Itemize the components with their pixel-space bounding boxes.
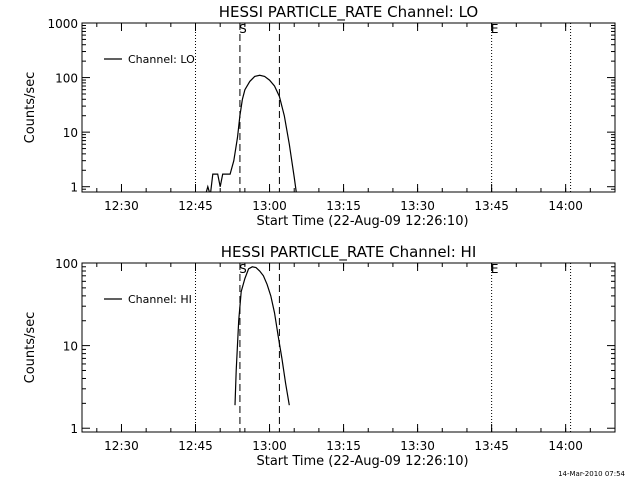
x-tick-label: 12:30 bbox=[104, 199, 139, 213]
x-tick-label: 13:45 bbox=[474, 439, 509, 453]
chart-panel-2: HESSI PARTICLE_RATE Channel: HI 12:30 12:4… bbox=[23, 243, 616, 469]
marker-label: S bbox=[239, 262, 247, 276]
chart-panel-1: HESSI PARTICLE_RATE Channel: LO 12:30 12:4… bbox=[23, 3, 616, 229]
chart-title: HESSI PARTICLE_RATE Channel: LO bbox=[219, 3, 478, 22]
axes-frame bbox=[81, 22, 616, 193]
y-tick-label: 10 bbox=[63, 340, 78, 354]
x-tick-label: 13:00 bbox=[252, 439, 287, 453]
axes-frame bbox=[81, 262, 616, 433]
legend-label: Channel: HI bbox=[128, 293, 192, 306]
x-tick-label: 13:15 bbox=[326, 199, 361, 213]
y-axis-label: Counts/sec bbox=[23, 312, 38, 384]
y-tick-label: 100 bbox=[55, 257, 78, 271]
x-tick-label: 14:00 bbox=[548, 439, 583, 453]
x-axis-label: Start Time (22-Aug-09 12:26:10) bbox=[256, 454, 468, 469]
x-tick-label: 12:45 bbox=[178, 439, 213, 453]
footer-timestamp: 14-Mar-2010 07:54 bbox=[558, 470, 625, 478]
y-tick-label: 100 bbox=[55, 72, 78, 86]
x-tick-label: 13:30 bbox=[400, 439, 435, 453]
y-tick-label: 1000 bbox=[47, 17, 78, 31]
marker-label: E bbox=[491, 262, 499, 276]
x-tick-label: 13:45 bbox=[474, 199, 509, 213]
x-axis-label: Start Time (22-Aug-09 12:26:10) bbox=[256, 214, 468, 229]
x-tick-label: 14:00 bbox=[548, 199, 583, 213]
x-tick-label: 13:00 bbox=[252, 199, 287, 213]
marker-label: E bbox=[491, 22, 499, 36]
series-line bbox=[234, 266, 290, 406]
marker-label: S bbox=[239, 22, 247, 36]
y-tick-label: 10 bbox=[63, 126, 78, 140]
x-tick-label: 13:15 bbox=[326, 439, 361, 453]
x-tick-label: 13:30 bbox=[400, 199, 435, 213]
x-tick-label: 12:30 bbox=[104, 439, 139, 453]
x-tick-label: 12:45 bbox=[178, 199, 213, 213]
y-axis-label: Counts/sec bbox=[23, 72, 38, 144]
legend-label: Channel: LO bbox=[128, 53, 195, 66]
y-tick-label: 1 bbox=[70, 181, 78, 195]
y-tick-label: 1 bbox=[70, 422, 78, 436]
chart-title: HESSI PARTICLE_RATE Channel: HI bbox=[221, 243, 477, 262]
series-line bbox=[205, 74, 297, 192]
